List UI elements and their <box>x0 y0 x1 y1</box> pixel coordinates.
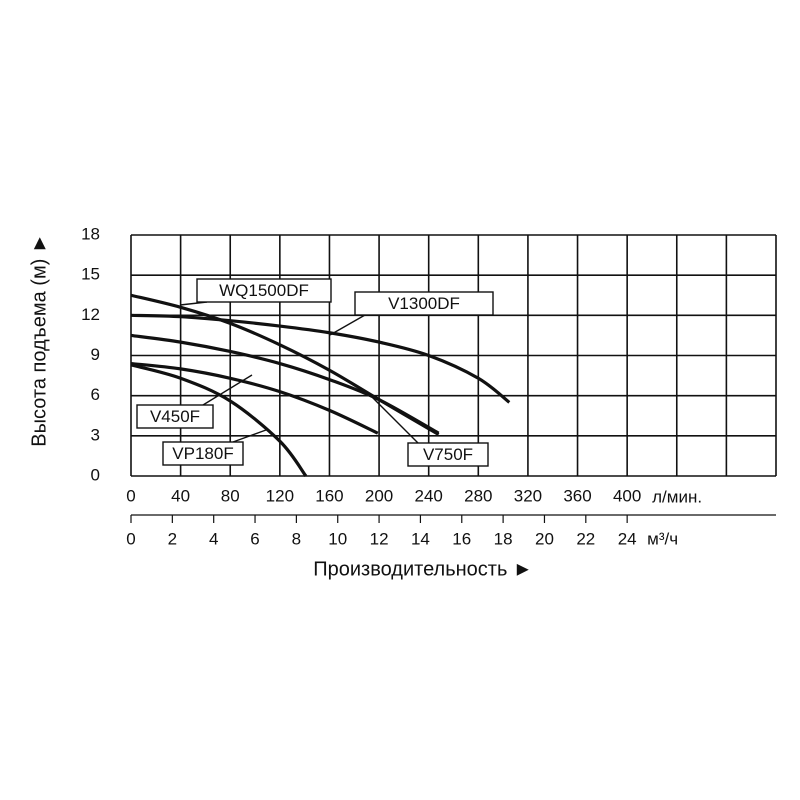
y-tick-label: 12 <box>81 305 100 324</box>
x-tick-label: 160 <box>315 486 343 505</box>
x2-tick-label: 14 <box>411 529 430 548</box>
y-axis-title: Высота подъема (м) ► <box>28 233 50 446</box>
label-box <box>162 441 244 466</box>
x2-tick-label: 6 <box>250 529 259 548</box>
x-tick-label: 280 <box>464 486 492 505</box>
x2-unit: м³/ч <box>647 529 678 548</box>
label-box <box>136 404 214 429</box>
series-label: VP180F <box>172 444 233 463</box>
x2-tick-label: 20 <box>535 529 554 548</box>
leader-line <box>202 374 253 406</box>
x2-tick-label: 10 <box>328 529 347 548</box>
x2-tick-label: 22 <box>576 529 595 548</box>
x2-tick-label: 18 <box>494 529 513 548</box>
x2-tick-label: 0 <box>126 529 135 548</box>
curve <box>130 361 379 435</box>
curve <box>130 313 511 404</box>
x-tick-label: 360 <box>563 486 591 505</box>
x-tick-label: 0 <box>126 486 135 505</box>
y-tick-label: 15 <box>81 265 100 284</box>
leader-line <box>232 429 267 443</box>
series-label: V450F <box>150 407 200 426</box>
curve <box>130 333 440 435</box>
x-tick-label: 40 <box>171 486 190 505</box>
y-tick-label: 18 <box>81 224 100 243</box>
x-tick-label: 80 <box>221 486 240 505</box>
y-tick-label: 6 <box>91 385 100 404</box>
curve <box>130 363 308 477</box>
y-tick-label: 9 <box>91 345 100 364</box>
x2-tick-label: 16 <box>452 529 471 548</box>
x-tick-label: 200 <box>365 486 393 505</box>
x2-tick-label: 4 <box>209 529 218 548</box>
x-tick-label: 320 <box>514 486 542 505</box>
y-tick-label: 0 <box>91 465 100 484</box>
x2-tick-label: 8 <box>292 529 301 548</box>
series-label: V750F <box>423 445 473 464</box>
label-box <box>354 291 494 316</box>
x2-tick-label: 2 <box>168 529 177 548</box>
x-tick-label: 120 <box>266 486 294 505</box>
x2-tick-label: 12 <box>370 529 389 548</box>
series-label: WQ1500DF <box>219 281 309 300</box>
series-label: V1300DF <box>388 294 460 313</box>
x-axis-title: Производительность ► <box>313 558 532 580</box>
y-tick-label: 3 <box>91 425 100 444</box>
label-box <box>407 442 489 467</box>
x-tick-label: 240 <box>415 486 443 505</box>
x-tick-label: 400 <box>613 486 641 505</box>
x2-tick-label: 24 <box>618 529 637 548</box>
leader-line <box>369 394 419 444</box>
leader-line <box>329 314 366 336</box>
label-box <box>196 278 332 303</box>
x-unit: л/мин. <box>652 487 702 506</box>
